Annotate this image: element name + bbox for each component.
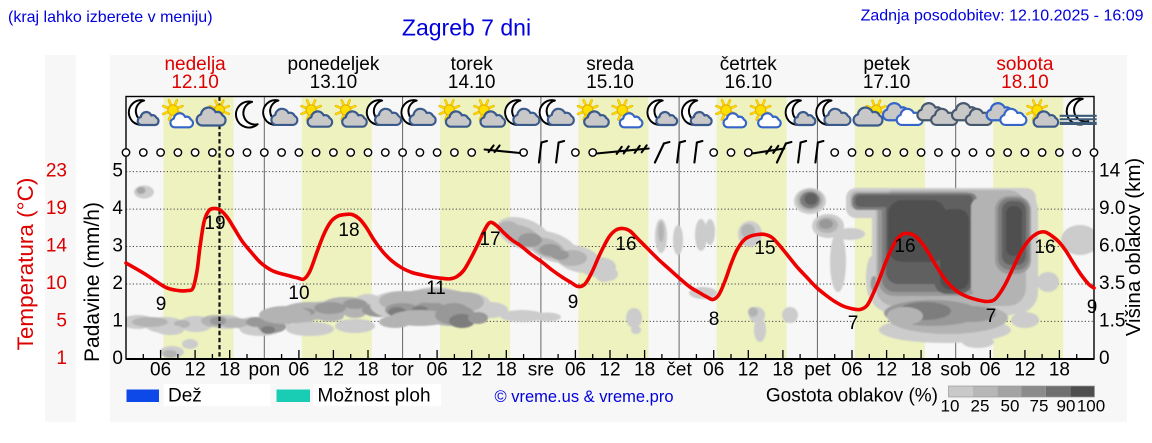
svg-text:pon: pon: [248, 360, 280, 381]
svg-text:1: 1: [112, 310, 123, 331]
svg-text:nedelja: nedelja: [164, 54, 226, 75]
svg-text:16: 16: [1034, 237, 1055, 258]
svg-text:23: 23: [46, 161, 67, 182]
svg-text:18: 18: [338, 220, 359, 241]
svg-text:18.10: 18.10: [1001, 72, 1049, 93]
svg-text:3.5: 3.5: [1099, 273, 1125, 294]
svg-text:sobota: sobota: [996, 54, 1053, 75]
svg-text:petek: petek: [863, 54, 910, 75]
svg-text:3: 3: [112, 236, 123, 257]
svg-text:7: 7: [986, 306, 997, 327]
svg-text:6.0: 6.0: [1099, 236, 1125, 257]
svg-text:1.5: 1.5: [1099, 310, 1125, 331]
svg-text:06: 06: [150, 360, 171, 381]
svg-text:© vreme.us & vreme.pro: © vreme.us & vreme.pro: [494, 388, 673, 406]
svg-text:100: 100: [1077, 396, 1105, 415]
svg-text:17: 17: [479, 229, 500, 250]
svg-text:čet: čet: [666, 360, 692, 381]
svg-text:12: 12: [876, 360, 897, 381]
svg-text:06: 06: [427, 360, 448, 381]
svg-text:18: 18: [496, 360, 517, 381]
svg-text:06: 06: [703, 360, 724, 381]
svg-text:06: 06: [980, 360, 1001, 381]
svg-text:četrtek: četrtek: [720, 54, 778, 75]
svg-text:14: 14: [46, 236, 68, 257]
svg-text:90: 90: [1057, 396, 1076, 415]
svg-text:4: 4: [112, 198, 123, 219]
svg-text:15.10: 15.10: [586, 72, 634, 93]
svg-text:pet: pet: [804, 360, 831, 381]
svg-text:1: 1: [56, 348, 67, 369]
svg-text:12: 12: [1014, 360, 1035, 381]
svg-text:9: 9: [156, 294, 167, 315]
svg-text:18: 18: [357, 360, 378, 381]
svg-text:10: 10: [941, 396, 960, 415]
svg-text:19: 19: [46, 198, 67, 219]
svg-text:17.10: 17.10: [863, 72, 911, 93]
svg-text:2: 2: [112, 273, 123, 294]
svg-text:06: 06: [288, 360, 309, 381]
svg-text:06: 06: [565, 360, 586, 381]
svg-text:5: 5: [56, 310, 67, 331]
svg-text:10: 10: [288, 283, 309, 304]
svg-text:18: 18: [219, 360, 240, 381]
svg-text:12: 12: [185, 360, 206, 381]
svg-text:75: 75: [1030, 396, 1049, 415]
svg-text:25: 25: [971, 396, 990, 415]
svg-text:Zadnja posodobitev: 12.10.2025: Zadnja posodobitev: 12.10.2025 - 16:09: [861, 8, 1144, 25]
svg-text:Temperatura (°C): Temperatura (°C): [13, 178, 38, 351]
svg-text:Zagreb 7 dni: Zagreb 7 dni: [402, 15, 531, 41]
svg-text:Možnost ploh: Možnost ploh: [318, 386, 431, 407]
svg-text:12: 12: [323, 360, 344, 381]
svg-text:sre: sre: [528, 360, 554, 381]
svg-text:50: 50: [1001, 396, 1020, 415]
svg-text:0: 0: [112, 348, 123, 369]
svg-text:14: 14: [1099, 161, 1121, 182]
svg-text:16: 16: [615, 234, 636, 255]
svg-text:12: 12: [738, 360, 759, 381]
svg-text:Višina oblakov (km): Višina oblakov (km): [1122, 158, 1145, 337]
svg-text:19: 19: [204, 213, 225, 234]
svg-text:ponedeljek: ponedeljek: [287, 54, 379, 75]
svg-text:tor: tor: [392, 360, 415, 381]
svg-text:7: 7: [848, 313, 859, 334]
svg-text:Gostota oblakov (%): Gostota oblakov (%): [766, 386, 938, 407]
svg-text:5: 5: [112, 161, 123, 182]
svg-text:(kraj lahko izberete v meniju): (kraj lahko izberete v meniju): [8, 9, 213, 26]
svg-text:torek: torek: [451, 54, 494, 75]
svg-text:Dež: Dež: [168, 386, 202, 407]
svg-text:18: 18: [911, 360, 932, 381]
svg-text:12: 12: [599, 360, 620, 381]
svg-text:Padavine (mm/h): Padavine (mm/h): [81, 202, 104, 362]
svg-text:16: 16: [894, 236, 915, 257]
svg-text:sreda: sreda: [586, 54, 634, 75]
svg-text:18: 18: [772, 360, 793, 381]
svg-text:15: 15: [754, 238, 775, 259]
svg-text:18: 18: [634, 360, 655, 381]
svg-text:12.10: 12.10: [171, 72, 219, 93]
svg-text:8: 8: [709, 309, 720, 330]
svg-text:sob: sob: [940, 360, 971, 381]
svg-text:10: 10: [46, 273, 67, 294]
svg-text:06: 06: [841, 360, 862, 381]
svg-text:12: 12: [461, 360, 482, 381]
svg-text:13.10: 13.10: [310, 72, 358, 93]
svg-text:18: 18: [1049, 360, 1070, 381]
svg-text:11: 11: [426, 278, 446, 299]
svg-text:16.10: 16.10: [725, 72, 773, 93]
svg-text:9: 9: [568, 292, 579, 313]
svg-text:14.10: 14.10: [448, 72, 496, 93]
svg-text:9: 9: [1087, 297, 1098, 318]
svg-text:0: 0: [1099, 348, 1110, 369]
svg-text:9.0: 9.0: [1099, 198, 1125, 219]
